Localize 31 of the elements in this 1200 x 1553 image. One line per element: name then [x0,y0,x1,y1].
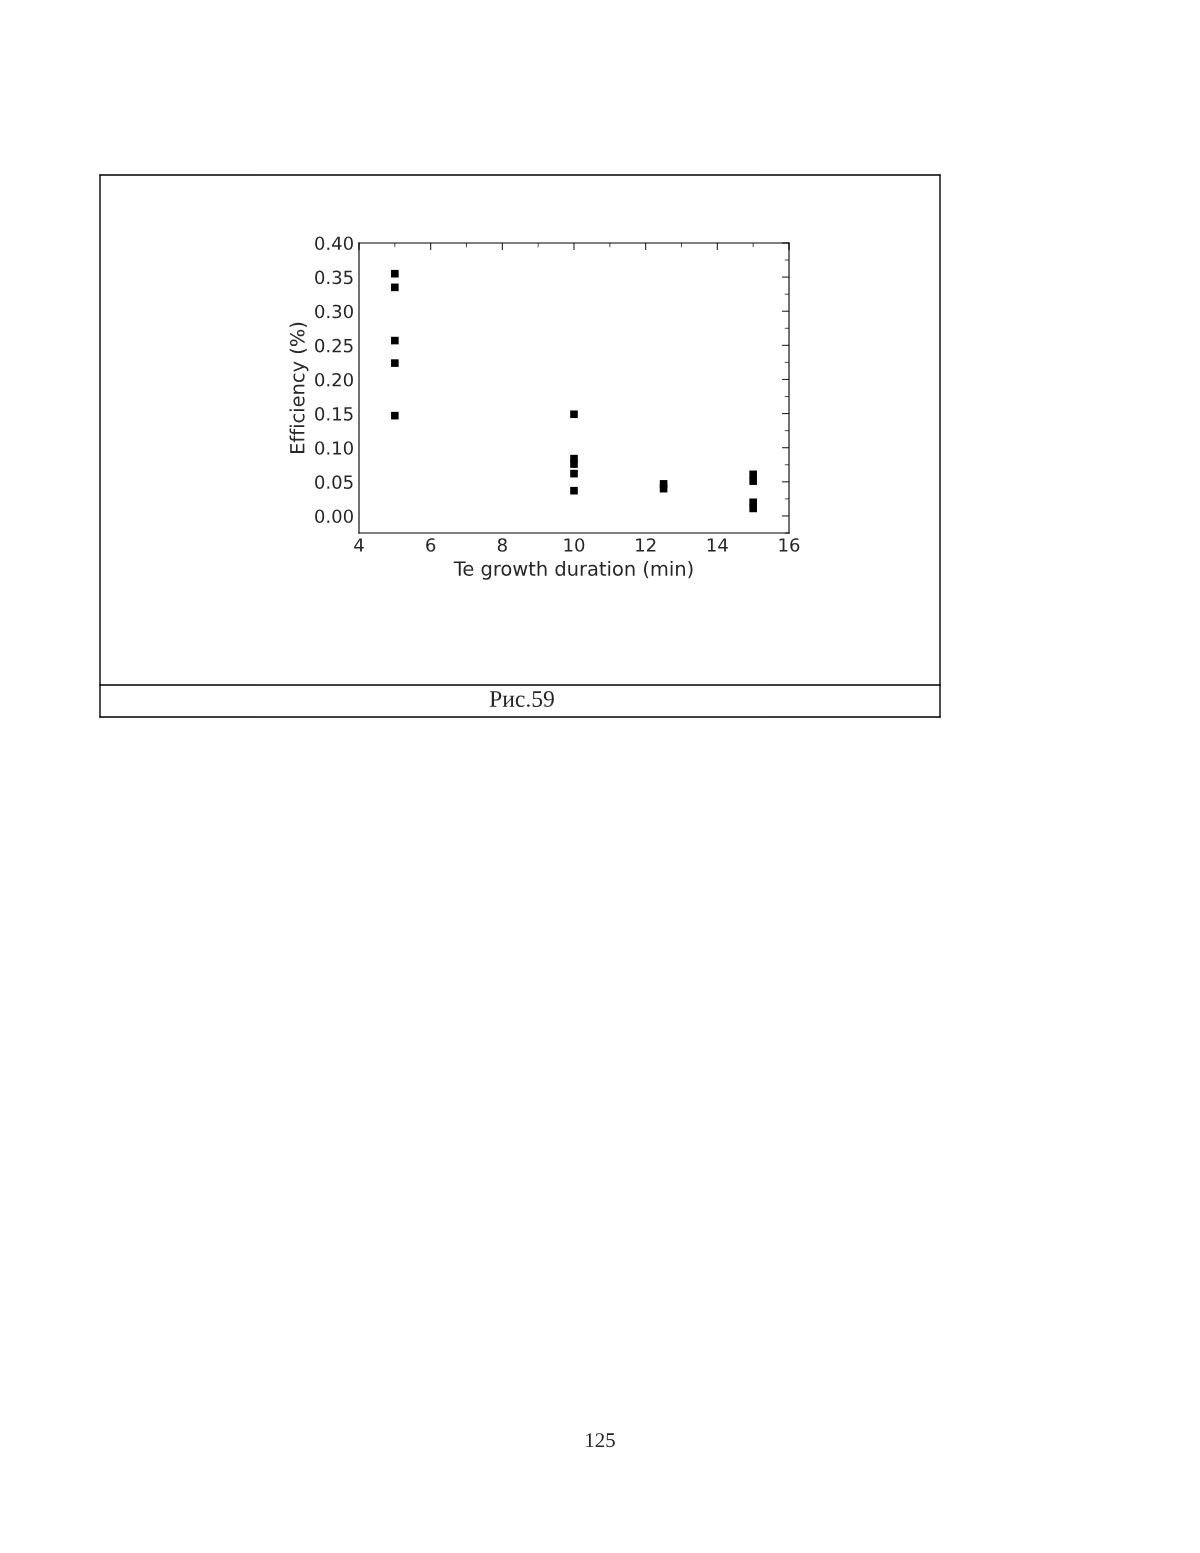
x-tick-label: 14 [707,538,728,552]
point [570,410,578,419]
x-tick-label: 6 [426,538,436,552]
point [391,269,399,278]
point [570,486,578,495]
point [749,477,757,485]
y-tick-label: 0.00 [315,509,353,524]
point [570,460,578,468]
y-tick-label: 0.10 [315,441,353,455]
y-axis-title: Efficiency (%) [289,322,309,453]
point [391,411,399,420]
y-tick-label: 0.35 [315,270,353,285]
x-tick-label: 10 [564,538,585,552]
x-tick-label: 16 [779,538,800,552]
y-tick-label: 0.20 [315,372,353,387]
y-tick-label: 0.05 [315,475,353,489]
point [391,283,399,292]
y-tick-label: 0.40 [315,236,353,251]
y-tick-label: 0.25 [315,338,353,353]
x-tick-label: 12 [636,538,656,552]
point [570,469,578,478]
point [749,504,757,513]
y-tick-label: 0.15 [315,407,353,421]
text: 125 [586,1433,615,1448]
point [391,359,399,367]
y-tick-label: 0.30 [315,304,353,319]
x-tick-label: 4 [354,538,364,552]
text: Рис.59 [489,691,554,708]
x-tick-label: 8 [497,538,507,552]
x-axis-title: Te growth duration (min) [453,560,693,580]
point [391,336,399,345]
